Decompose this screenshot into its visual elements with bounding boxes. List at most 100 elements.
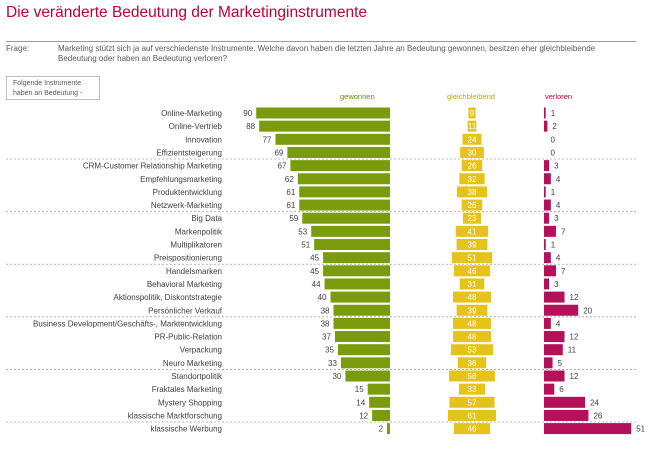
bar-gleichbleibend xyxy=(458,383,486,395)
bar-gleichbleibend xyxy=(455,225,489,237)
category-label: CRM-Customer Relationship Marketing xyxy=(83,162,222,171)
category-label: Netzwerk-Marketing xyxy=(151,201,222,210)
bar-verloren xyxy=(544,383,555,395)
legend-gleichbleibend: gleichbleibend xyxy=(447,92,495,101)
bar-gleichbleibend xyxy=(456,186,488,198)
title-divider xyxy=(6,41,636,42)
category-label: Fraktales Marketing xyxy=(152,385,222,394)
bar-gewonnen xyxy=(290,160,390,172)
value-verloren: 7 xyxy=(561,267,566,276)
value-gleichbleibend: 11 xyxy=(468,122,477,131)
value-gleichbleibend: 9 xyxy=(470,109,475,118)
bar-gewonnen xyxy=(387,423,390,435)
value-verloren: 26 xyxy=(593,411,602,420)
value-verloren: 1 xyxy=(551,109,556,118)
bar-verloren xyxy=(544,396,586,408)
bar-gleichbleibend xyxy=(457,357,487,369)
value-verloren: 4 xyxy=(556,254,561,263)
value-gewonnen: 40 xyxy=(318,293,327,302)
category-label: Multiplikatoren xyxy=(170,241,222,250)
bar-gleichbleibend xyxy=(451,344,493,356)
bar-gleichbleibend xyxy=(461,160,483,172)
value-gewonnen: 88 xyxy=(246,122,255,131)
category-label: Neuro Marketing xyxy=(163,359,222,368)
value-verloren: 0 xyxy=(551,135,556,144)
category-label: Empfehlungsmarketing xyxy=(140,175,222,184)
bar-gleichbleibend xyxy=(459,173,485,185)
value-gewonnen: 37 xyxy=(322,333,331,342)
bar-gewonnen xyxy=(333,304,390,316)
value-gewonnen: 15 xyxy=(355,385,364,394)
bar-gleichbleibend xyxy=(456,239,488,250)
value-verloren: 3 xyxy=(554,162,559,171)
value-gewonnen: 45 xyxy=(310,267,319,276)
value-verloren: 1 xyxy=(551,241,556,250)
bar-gleichbleibend xyxy=(468,107,476,119)
bar-verloren xyxy=(544,331,565,343)
value-gleichbleibend: 46 xyxy=(468,267,477,276)
value-gewonnen: 44 xyxy=(312,280,321,289)
category-label: Markenpolitik xyxy=(175,227,223,236)
value-gleichbleibend: 57 xyxy=(468,398,477,407)
bar-gewonnen xyxy=(297,173,390,185)
value-gewonnen: 38 xyxy=(321,319,330,328)
category-label: Online-Vertrieb xyxy=(169,122,223,131)
bar-gleichbleibend xyxy=(453,317,491,329)
value-verloren: 7 xyxy=(561,227,566,236)
value-verloren: 4 xyxy=(556,175,561,184)
intro-box: Folgende Instrumente haben an Bedeutung … xyxy=(6,76,100,100)
value-gleichbleibend: 36 xyxy=(468,359,477,368)
bar-gewonnen xyxy=(299,199,390,211)
value-gewonnen: 51 xyxy=(301,241,310,250)
value-verloren: 3 xyxy=(554,280,559,289)
bar-gewonnen xyxy=(256,107,390,119)
value-verloren: 4 xyxy=(556,319,561,328)
bar-gewonnen xyxy=(275,133,390,145)
value-verloren: 6 xyxy=(559,385,564,394)
category-label: Behavioral Marketing xyxy=(147,280,222,289)
bar-verloren xyxy=(544,357,553,369)
bar-verloren xyxy=(544,120,548,132)
bar-verloren xyxy=(544,317,551,329)
bar-gewonnen xyxy=(337,344,390,356)
value-gleichbleibend: 41 xyxy=(468,227,477,236)
bar-verloren xyxy=(544,199,551,211)
bar-verloren xyxy=(544,265,556,277)
value-verloren: 3 xyxy=(554,214,559,223)
bar-gleichbleibend xyxy=(449,370,495,382)
value-gewonnen: 53 xyxy=(298,227,307,236)
category-label: Mystery Shopping xyxy=(158,398,222,407)
question-label: Frage: xyxy=(6,44,30,53)
bar-gewonnen xyxy=(345,370,390,382)
value-gleichbleibend: 48 xyxy=(468,333,477,342)
bar-gleichbleibend xyxy=(453,291,491,303)
value-gleichbleibend: 31 xyxy=(468,280,477,289)
value-gleichbleibend: 48 xyxy=(468,293,477,302)
bar-gewonnen xyxy=(369,396,390,408)
value-gleichbleibend: 48 xyxy=(468,319,477,328)
value-gewonnen: 77 xyxy=(263,135,272,144)
value-gleichbleibend: 39 xyxy=(468,241,477,250)
value-gleichbleibend: 38 xyxy=(468,188,477,197)
bar-gewonnen xyxy=(333,317,390,329)
bar-gewonnen xyxy=(372,409,390,421)
category-label: Produktentwicklung xyxy=(153,188,222,197)
bar-gewonnen xyxy=(311,225,390,237)
category-label: PR-Public-Relation xyxy=(154,333,222,342)
value-gewonnen: 59 xyxy=(289,214,298,223)
value-gleichbleibend: 30 xyxy=(468,148,477,157)
value-verloren: 1 xyxy=(551,188,556,197)
bar-gewonnen xyxy=(367,383,390,395)
value-verloren: 12 xyxy=(570,372,579,381)
value-gewonnen: 62 xyxy=(285,175,294,184)
value-verloren: 4 xyxy=(556,201,561,210)
value-gleichbleibend: 32 xyxy=(468,175,477,184)
bar-gewonnen xyxy=(287,146,390,158)
bar-verloren xyxy=(544,160,550,172)
bar-verloren xyxy=(544,212,550,224)
legend-verloren: verloren xyxy=(545,92,573,101)
value-verloren: 12 xyxy=(570,333,579,342)
category-label: klassische Marktforschung xyxy=(128,411,222,420)
category-label: Business Development/Geschäfts-, Markten… xyxy=(33,319,222,328)
bar-gleichbleibend xyxy=(462,212,482,224)
